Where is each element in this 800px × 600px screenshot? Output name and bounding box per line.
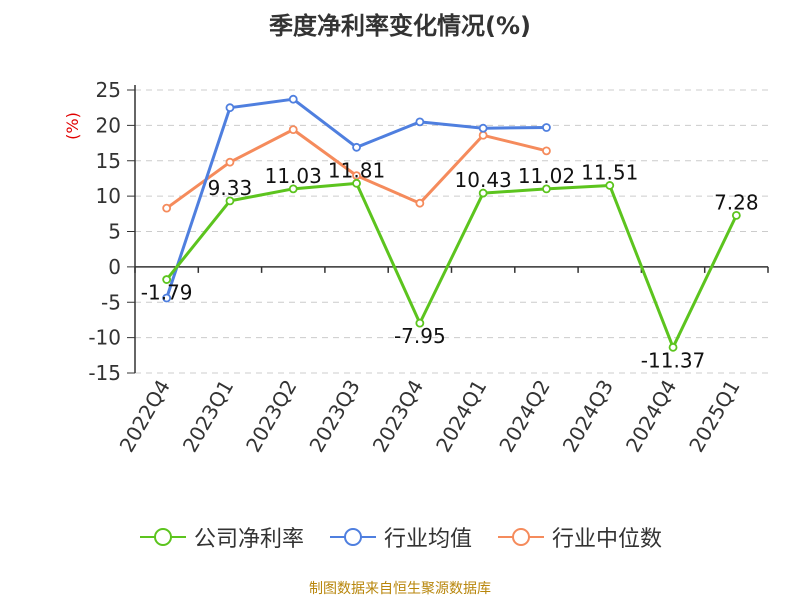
data-point[interactable] xyxy=(542,184,551,194)
source-note: 制图数据来自恒生聚源数据库 xyxy=(309,581,491,597)
series-line xyxy=(165,181,738,349)
data-point[interactable] xyxy=(542,146,551,156)
data-point[interactable] xyxy=(415,198,425,208)
data-point[interactable] xyxy=(478,130,488,140)
data-point[interactable] xyxy=(542,123,551,132)
series-0 xyxy=(162,178,741,352)
data-label: 7.28 xyxy=(714,190,759,214)
data-label: -7.95 xyxy=(394,324,446,348)
y-tick-label: -10 xyxy=(88,326,121,350)
data-point[interactable] xyxy=(731,210,741,220)
data-label: -11.37 xyxy=(641,348,705,372)
data-point[interactable] xyxy=(225,196,235,206)
x-tick-label: 2024Q4 xyxy=(621,376,681,457)
grid-lines xyxy=(135,89,768,374)
data-point[interactable] xyxy=(352,178,361,188)
data-label: 10.43 xyxy=(455,168,512,192)
y-tick-label: 15 xyxy=(96,149,121,173)
data-point[interactable] xyxy=(478,123,488,133)
y-tick-label: 25 xyxy=(96,78,121,102)
legend-line-icon xyxy=(498,528,544,546)
data-point[interactable] xyxy=(478,188,488,198)
data-point[interactable] xyxy=(288,184,298,194)
y-tick-label: -15 xyxy=(88,361,121,385)
data-labels: -1.79 9.33 11.03 11.81 -7.95 10.43 11.02 11.51 -… xyxy=(141,158,759,372)
y-tick-label: 0 xyxy=(108,255,121,279)
data-label: 9.33 xyxy=(208,176,253,200)
legend-label: 行业均值 xyxy=(383,527,472,552)
data-label: 11.81 xyxy=(328,158,385,182)
legend-label: 行业中位数 xyxy=(552,527,663,552)
legend-line-icon xyxy=(139,528,186,546)
y-tick-label: 5 xyxy=(108,220,121,244)
data-point[interactable] xyxy=(162,203,172,213)
data-point[interactable] xyxy=(668,342,678,352)
legend: 公司净利率 行业均值 行业中位数 xyxy=(0,520,800,554)
data-point[interactable] xyxy=(288,125,298,135)
legend-item-industry-avg[interactable]: 行业均值 xyxy=(328,521,472,553)
series-layer xyxy=(162,94,741,352)
data-point[interactable] xyxy=(162,275,172,284)
chart-title: 季度净利率变化情况(%) xyxy=(269,12,531,40)
data-point[interactable] xyxy=(225,103,235,113)
data-point[interactable] xyxy=(225,157,235,167)
x-tick-label: 2024Q2 xyxy=(494,376,554,457)
x-tick-label: 2025Q1 xyxy=(684,376,744,457)
data-point[interactable] xyxy=(162,293,172,303)
y-axis-label: (%) xyxy=(63,112,82,140)
data-label: -1.79 xyxy=(141,281,193,305)
legend-label: 公司净利率 xyxy=(193,527,304,552)
data-label: 11.03 xyxy=(265,164,322,188)
legend-item-company[interactable]: 公司净利率 xyxy=(138,521,304,553)
y-tick-label: 10 xyxy=(96,184,121,208)
data-point[interactable] xyxy=(352,142,361,152)
x-tick-label: 2023Q2 xyxy=(241,376,301,457)
x-tick-label: 2024Q3 xyxy=(558,376,618,457)
x-tick-label: 2023Q1 xyxy=(178,376,238,457)
x-tick-label: 2023Q4 xyxy=(368,376,428,457)
x-tick-label: 2022Q4 xyxy=(115,376,175,457)
data-point[interactable] xyxy=(415,117,425,127)
data-point[interactable] xyxy=(605,181,615,190)
legend-line-icon xyxy=(329,528,376,546)
data-point[interactable] xyxy=(415,318,425,328)
data-label: 11.02 xyxy=(518,164,575,188)
legend-item-industry-median[interactable]: 行业中位数 xyxy=(496,521,662,553)
data-point[interactable] xyxy=(288,94,298,104)
y-tick-label: 20 xyxy=(96,113,121,137)
x-tick-label: 2023Q3 xyxy=(304,376,364,457)
y-tick-label: -5 xyxy=(101,290,121,314)
data-label: 11.51 xyxy=(581,160,638,184)
series-1 xyxy=(162,94,551,303)
x-tick-label: 2024Q1 xyxy=(431,376,491,457)
